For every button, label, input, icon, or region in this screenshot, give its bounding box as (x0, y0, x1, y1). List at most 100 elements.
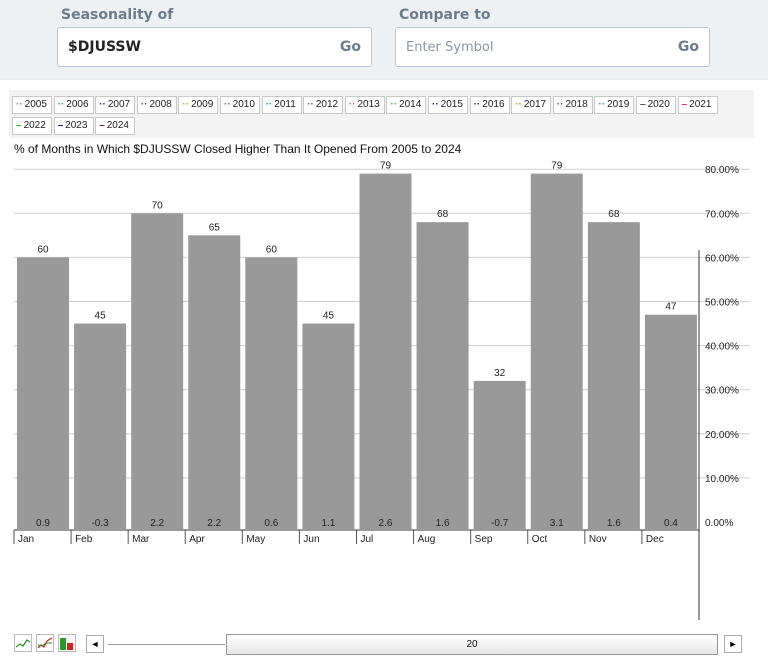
bar-dec (644, 314, 697, 530)
legend-item-2022[interactable]: –2022 (12, 117, 52, 135)
legend-marker: ·· (598, 99, 606, 110)
legend-year: 2013 (357, 99, 380, 110)
avg-change-label: 0.9 (36, 518, 50, 529)
legend-year: 2008 (149, 99, 172, 110)
range-slider[interactable]: 20 (226, 634, 718, 655)
seasonality-bar-chart: 0.00% 10.00% 20.00% 30.00% 40.00% 50.00% 60.00… (13, 161, 750, 620)
legend-item-2014[interactable]: ·· 2014 (386, 96, 427, 114)
bar-sep (473, 380, 526, 530)
x-tick-label: Aug (418, 534, 436, 545)
legend-item-2020[interactable]: –2020 (636, 96, 676, 114)
compare-symbol-placeholder: Enter Symbol (406, 40, 494, 55)
scroll-right-button[interactable]: ► (724, 635, 742, 653)
bar-value-label: 65 (209, 222, 221, 233)
x-tick-label: Nov (589, 534, 607, 545)
legend-item-2005[interactable]: ·· 2005 (12, 96, 52, 114)
y-tick-label: 60.00% (705, 253, 739, 264)
seasonality-go-button[interactable]: Go (339, 39, 361, 55)
legend-marker: ·· (556, 99, 564, 110)
legend-year: 2020 (647, 99, 670, 110)
legend-marker: – (16, 120, 22, 131)
y-tick-label: 70.00% (705, 209, 739, 220)
legend-year: 2019 (607, 99, 630, 110)
bar-value-label: 79 (551, 161, 563, 172)
bar-mar (131, 213, 184, 531)
legend-item-2008[interactable]: ·· 2008 (136, 96, 177, 114)
bar-value-label: 32 (494, 368, 506, 379)
y-tick-label: 20.00% (705, 430, 739, 441)
legend-year: 2009 (191, 99, 214, 110)
x-tick-label: May (246, 534, 265, 545)
legend-item-2018[interactable]: ·· 2018 (552, 96, 593, 114)
bar-value-label: 45 (323, 311, 335, 322)
x-tick-label: Apr (189, 534, 205, 545)
legend-item-2010[interactable]: ·· 2010 (220, 96, 260, 114)
avg-change-label: -0.7 (491, 518, 509, 529)
bar-jun (302, 323, 355, 530)
x-tick-label: Oct (532, 534, 548, 545)
compare-go-button[interactable]: Go (677, 39, 699, 55)
seasonality-label: Seasonality of (61, 7, 174, 23)
year-legend: ·· 2005 ·· 2006 ·· 2007 ·· 2008 ·· 2009 ·· 2010 ·· 20… (9, 90, 754, 138)
bar-nov (587, 222, 640, 530)
scroll-left-button[interactable]: ◄ (86, 635, 104, 653)
bar-jan (17, 257, 69, 530)
legend-year: 2011 (274, 99, 296, 110)
legend-year: 2005 (24, 99, 47, 110)
compare-symbol-field[interactable]: Enter Symbol Go (395, 27, 710, 67)
legend-item-2013[interactable]: ·· 2013 (344, 96, 385, 114)
legend-marker: ·· (57, 99, 65, 110)
legend-item-2006[interactable]: ·· 2006 (53, 96, 94, 114)
avg-change-label: 0.6 (264, 518, 278, 529)
legend-year: 2006 (66, 99, 89, 110)
x-tick-label: Jul (361, 534, 374, 545)
y-tick-label: 80.00% (705, 165, 739, 176)
y-tick-label: 40.00% (705, 342, 739, 353)
chart-controls: ◄ 20 ► (0, 628, 768, 663)
legend-marker: ·· (140, 99, 148, 110)
legend-year: 2017 (523, 99, 547, 110)
bar-value-label: 68 (437, 209, 449, 220)
bar-may (245, 257, 298, 530)
legend-item-2017[interactable]: ·· 2017 (511, 96, 552, 114)
bar-value-label: 70 (152, 200, 164, 211)
legend-item-2015[interactable]: ·· 2015 (428, 96, 468, 114)
y-tick-label: 50.00% (705, 298, 739, 309)
avg-change-label: 1.6 (436, 518, 450, 529)
legend-year: 2015 (440, 99, 463, 110)
legend-year: 2022 (23, 120, 46, 131)
legend-marker: – (681, 99, 688, 110)
bar-oct (530, 173, 583, 531)
bar-chart-icon[interactable] (58, 634, 76, 652)
legend-item-2007[interactable]: ·· 2007 (95, 96, 136, 114)
legend-marker: ·· (265, 99, 273, 110)
line-chart-icon[interactable] (14, 634, 32, 652)
legend-item-2019[interactable]: ·· 2019 (594, 96, 635, 114)
legend-item-2023[interactable]: –2023 (53, 117, 94, 135)
bar-jul (359, 173, 412, 531)
seasonality-symbol-field[interactable]: $DJUSSW Go (57, 27, 372, 67)
legend-item-2011[interactable]: ·· 2011 (261, 96, 302, 114)
legend-year: 2021 (689, 99, 712, 110)
legend-item-2016[interactable]: ·· 2016 (469, 96, 510, 114)
avg-change-label: 1.1 (321, 518, 335, 529)
y-tick-label: 0.00% (705, 518, 733, 529)
legend-marker: – (99, 120, 105, 131)
legend-marker: ·· (16, 99, 23, 110)
legend-item-2012[interactable]: ·· 2012 (303, 96, 344, 114)
legend-item-2009[interactable]: ·· 2009 (178, 96, 219, 114)
avg-change-label: 0.4 (664, 518, 678, 529)
x-tick-label: Dec (646, 534, 664, 545)
y-tick-label: 10.00% (705, 474, 739, 485)
performance-chart-icon[interactable] (36, 634, 54, 652)
legend-year: 2024 (106, 120, 129, 131)
legend-item-2024[interactable]: –2024 (95, 117, 136, 135)
legend-marker: ·· (307, 99, 314, 110)
avg-change-label: 1.6 (607, 518, 621, 529)
avg-change-label: -0.3 (91, 518, 109, 529)
avg-change-label: 3.1 (550, 518, 564, 529)
legend-marker: ·· (390, 99, 398, 110)
scroll-track (108, 644, 225, 645)
legend-item-2021[interactable]: –2021 (677, 96, 718, 114)
bar-value-label: 45 (95, 311, 107, 322)
